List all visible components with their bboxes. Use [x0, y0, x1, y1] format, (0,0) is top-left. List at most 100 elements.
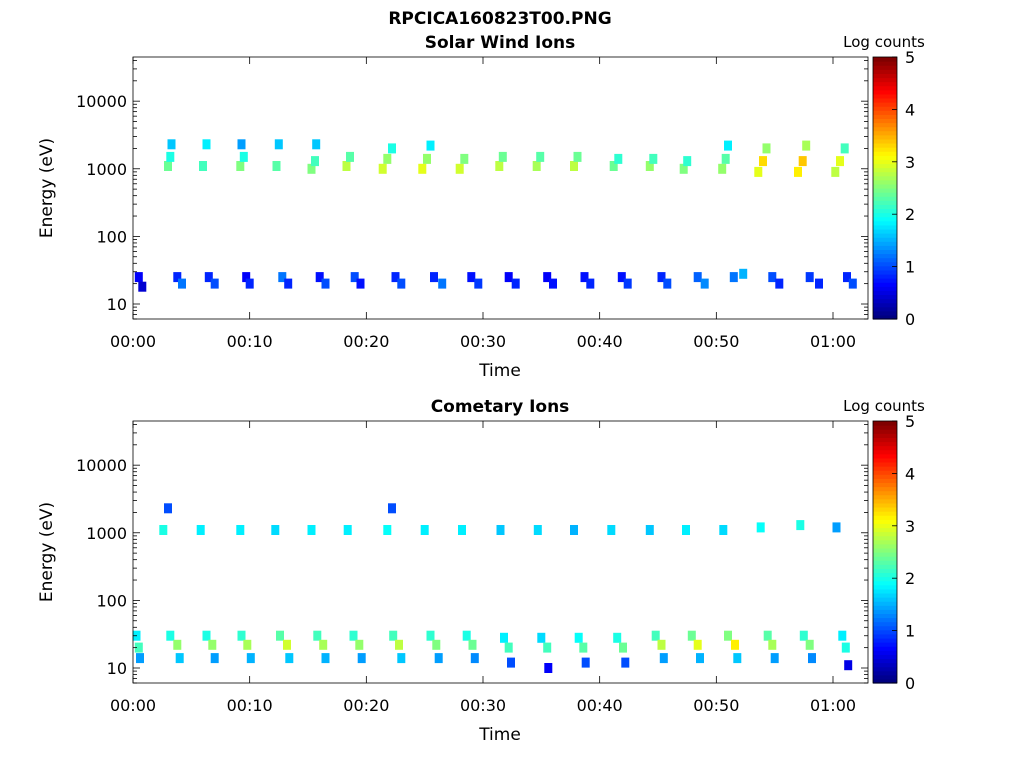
colorbar-segment — [873, 527, 897, 533]
colorbar-segment — [873, 65, 897, 70]
colorbar-segment — [873, 466, 897, 471]
spectrogram-cell — [283, 639, 291, 650]
colorbar-segment — [873, 57, 897, 62]
colorbar-segment — [873, 568, 897, 574]
spectrogram-cell — [586, 278, 595, 289]
colorbar-segment — [873, 110, 897, 115]
colorbar-segment — [873, 617, 897, 623]
colorbar-segment — [873, 97, 897, 103]
colorbar-segment — [873, 650, 897, 655]
colorbar: 0 1 2 3 4 5 — [872, 412, 915, 693]
colorbar-segment — [873, 502, 897, 508]
colorbar: 0 1 2 3 4 5 — [872, 48, 915, 329]
colorbar-segment — [873, 552, 897, 557]
colorbar-segment — [873, 633, 897, 639]
spectrogram-cell — [836, 156, 844, 167]
spectrogram-cell — [210, 653, 219, 664]
spectrogram-cell — [236, 161, 245, 171]
colorbar-segment — [873, 654, 897, 660]
colorbar-segment — [873, 278, 897, 283]
spectrogram-cell — [840, 143, 849, 154]
spectrogram-cell — [389, 630, 398, 641]
spectrogram-cell — [467, 272, 476, 283]
spectrogram-cell — [271, 525, 280, 535]
colorbar-segment — [873, 429, 897, 434]
spectrogram-cell — [614, 153, 623, 164]
spectrogram-cell — [245, 278, 254, 289]
x-tick-label: 00:50 — [693, 696, 739, 715]
spectrogram-cell — [733, 653, 742, 664]
y-axis-label: Energy (eV) — [37, 502, 57, 602]
plot-area — [133, 421, 868, 683]
colorbar-segment — [873, 678, 897, 684]
spectrogram-cell — [204, 272, 213, 283]
x-axis: 00:00 00:10 00:20 00:30 00:40 00:50 01:00 — [110, 57, 856, 351]
spectrogram-cell — [166, 151, 175, 162]
spectrogram-cell — [383, 525, 392, 535]
spectrogram-cell — [164, 503, 172, 514]
spectrogram-cell — [794, 166, 802, 177]
spectrogram-cell — [838, 630, 847, 641]
spectrogram-cell — [355, 639, 364, 650]
spectrogram-cell — [532, 161, 541, 171]
y-tick-label: 10000 — [76, 456, 127, 475]
x-tick-label: 00:10 — [227, 696, 273, 715]
spectrogram-cell — [613, 632, 622, 643]
colorbar-segment — [873, 175, 897, 181]
spectrogram-cell — [621, 657, 630, 668]
spectrogram-cell — [199, 161, 207, 171]
colorbar-segment — [873, 556, 897, 561]
colorbar-segment — [873, 543, 897, 549]
colorbar-segment — [873, 576, 897, 582]
colorbar-segment — [873, 290, 897, 296]
spectrogram-cell — [164, 161, 172, 171]
colorbar-segment — [873, 294, 897, 300]
colorbar-segment — [873, 486, 897, 492]
colorbar-segment — [873, 580, 897, 586]
colorbar-segment — [873, 204, 897, 210]
colorbar-segment — [873, 134, 897, 140]
spectrogram-cell — [507, 657, 515, 668]
spectrogram-cell — [718, 163, 727, 174]
spectrogram-cell — [759, 156, 767, 167]
spectrogram-cell — [276, 630, 284, 641]
colorbar-segment — [873, 441, 897, 447]
spectrogram-cell — [693, 639, 702, 650]
colorbar-segment — [873, 261, 897, 267]
spectrogram-cell — [178, 278, 186, 289]
colorbar-segment — [873, 142, 897, 148]
spectrogram-cell — [504, 272, 513, 283]
spectrogram-cell — [663, 278, 672, 289]
colorbar-segment — [873, 245, 897, 250]
plot-frame — [132, 56, 869, 320]
colorbar-segment — [873, 605, 897, 610]
colorbar-segment — [873, 138, 897, 144]
colorbar-segment — [873, 286, 897, 291]
colorbar-segment — [873, 597, 897, 602]
x-tick-label: 00:00 — [110, 696, 156, 715]
spectrogram-cell — [167, 139, 176, 150]
spectrogram-cell — [762, 143, 771, 154]
spectrogram-cell — [202, 139, 211, 150]
spectrogram-cell — [763, 630, 772, 641]
x-tick-label: 01:00 — [810, 332, 856, 351]
colorbar-segment — [873, 167, 897, 173]
spectrogram-cell — [721, 153, 730, 164]
colorbar-label: Log counts — [843, 33, 925, 51]
colorbar-segment — [873, 523, 897, 529]
spectrogram-cell — [609, 161, 618, 171]
spectrogram-cell — [420, 525, 429, 535]
spectrogram-cell — [619, 642, 627, 653]
spectrogram-cell — [649, 153, 658, 164]
spectrogram-cell — [731, 639, 739, 650]
spectrogram-cell — [657, 639, 666, 650]
colorbar-tick-label: 3 — [905, 153, 915, 172]
x-tick-label: 00:30 — [460, 332, 506, 351]
spectrogram-cell — [679, 163, 688, 174]
colorbar-segment — [873, 314, 897, 320]
spectrogram-cell — [246, 653, 255, 664]
colorbar-segment — [873, 535, 897, 541]
spectrogram-cell — [311, 156, 319, 167]
colorbar-segment — [873, 130, 897, 136]
colorbar-segment — [873, 200, 897, 205]
